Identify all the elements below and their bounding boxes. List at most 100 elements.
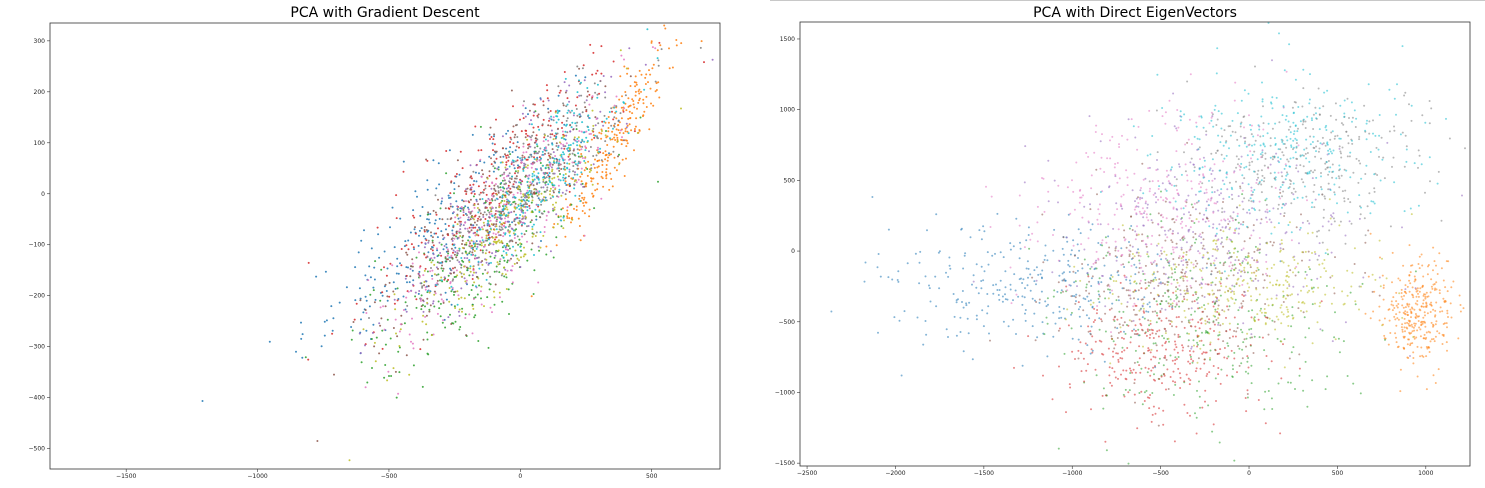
data-point	[1126, 176, 1129, 179]
data-point	[542, 234, 545, 237]
data-point	[502, 232, 505, 234]
data-point	[549, 110, 552, 112]
data-point	[613, 116, 616, 119]
data-point	[1278, 188, 1281, 191]
data-point	[635, 117, 638, 120]
scatter-plot-direct-eigenvectors: −2500 −2000 −1500 −1000 −500 0 500 100015001000…	[775, 21, 1471, 477]
data-point	[473, 271, 475, 274]
data-point	[522, 211, 525, 214]
data-point	[1180, 218, 1183, 220]
data-point	[573, 136, 576, 139]
data-point	[1184, 143, 1187, 146]
data-point	[1288, 285, 1291, 287]
data-point	[1422, 337, 1425, 340]
data-point	[1172, 394, 1175, 396]
data-point	[1280, 377, 1283, 380]
data-point	[514, 160, 517, 163]
data-point	[1113, 370, 1116, 373]
data-point	[440, 298, 443, 301]
data-point	[506, 244, 509, 247]
data-point	[419, 282, 422, 285]
data-point	[475, 198, 478, 201]
data-point	[1163, 283, 1166, 286]
data-point	[1297, 127, 1299, 130]
data-point	[522, 193, 525, 196]
data-point	[469, 188, 472, 191]
data-point	[1170, 252, 1173, 255]
data-point	[395, 332, 397, 335]
data-point	[469, 250, 472, 253]
data-point	[490, 163, 493, 166]
data-point	[466, 214, 468, 217]
data-point	[1167, 180, 1170, 183]
data-point	[1062, 307, 1065, 310]
data-point	[432, 333, 435, 336]
data-point	[613, 125, 616, 128]
data-point	[1218, 441, 1221, 444]
data-point	[1218, 289, 1221, 292]
data-point	[509, 153, 512, 156]
data-point	[1104, 236, 1107, 239]
data-point	[1219, 348, 1222, 351]
data-point	[1060, 316, 1063, 319]
data-point	[1173, 300, 1176, 302]
data-point	[1200, 339, 1203, 342]
data-point	[607, 121, 610, 124]
data-point	[1187, 138, 1190, 141]
data-point	[1042, 177, 1045, 180]
data-point	[429, 213, 432, 215]
data-point	[1142, 178, 1145, 181]
data-point	[1264, 303, 1267, 305]
data-point	[546, 186, 549, 189]
data-point	[1070, 295, 1073, 298]
data-point	[938, 250, 941, 253]
data-point	[513, 195, 516, 198]
data-point	[1208, 371, 1211, 374]
data-point	[498, 221, 501, 224]
data-point	[1134, 329, 1137, 332]
data-point	[1090, 285, 1093, 287]
data-point	[626, 124, 629, 127]
data-point	[1228, 228, 1231, 231]
data-point	[1264, 199, 1267, 202]
data-point	[493, 270, 496, 273]
data-point	[513, 136, 516, 139]
data-point	[503, 225, 506, 228]
data-point	[1146, 203, 1149, 206]
data-point	[1325, 285, 1328, 287]
data-point	[445, 243, 448, 246]
data-point	[545, 149, 548, 152]
data-point	[480, 175, 483, 178]
data-point	[1222, 262, 1225, 265]
data-point	[1169, 182, 1172, 185]
data-point	[1321, 136, 1324, 139]
data-point	[527, 193, 529, 196]
data-point	[983, 230, 986, 233]
data-point	[489, 227, 492, 230]
data-point	[553, 134, 556, 137]
data-point	[1432, 246, 1435, 249]
data-point	[879, 275, 882, 278]
data-point	[1304, 360, 1307, 363]
data-point	[572, 114, 575, 117]
data-point	[428, 310, 431, 313]
data-point	[1167, 261, 1169, 264]
data-point	[1164, 111, 1167, 114]
series-6	[364, 46, 657, 395]
data-point	[431, 246, 434, 249]
data-point	[1430, 301, 1433, 304]
data-point	[1175, 303, 1178, 306]
data-point	[1134, 313, 1137, 316]
data-point	[1194, 280, 1197, 283]
data-point	[491, 311, 493, 314]
data-point	[625, 157, 627, 160]
data-point	[492, 195, 495, 197]
data-point	[445, 246, 448, 249]
data-point	[1222, 197, 1225, 200]
data-point	[1358, 138, 1361, 141]
data-point	[461, 167, 464, 170]
data-point	[426, 331, 429, 334]
data-point	[350, 326, 353, 328]
data-point	[552, 191, 555, 194]
data-point	[1153, 297, 1156, 300]
